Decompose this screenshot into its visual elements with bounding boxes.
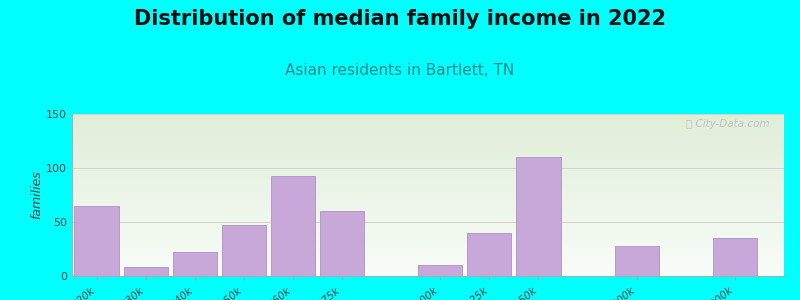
Bar (713, 238, 757, 276)
Y-axis label: families: families (30, 171, 43, 219)
Bar (222, 225, 266, 276)
Bar (418, 265, 462, 276)
Bar (614, 246, 658, 276)
Text: Asian residents in Bartlett, TN: Asian residents in Bartlett, TN (286, 63, 514, 78)
Bar (320, 211, 364, 276)
Bar (271, 176, 315, 276)
Bar (516, 157, 561, 276)
Bar (467, 233, 511, 276)
Text: Ⓢ City-Data.com: Ⓢ City-Data.com (686, 119, 770, 129)
Bar (123, 267, 168, 276)
Text: Distribution of median family income in 2022: Distribution of median family income in … (134, 9, 666, 29)
Bar (173, 252, 217, 276)
Bar (74, 206, 118, 276)
